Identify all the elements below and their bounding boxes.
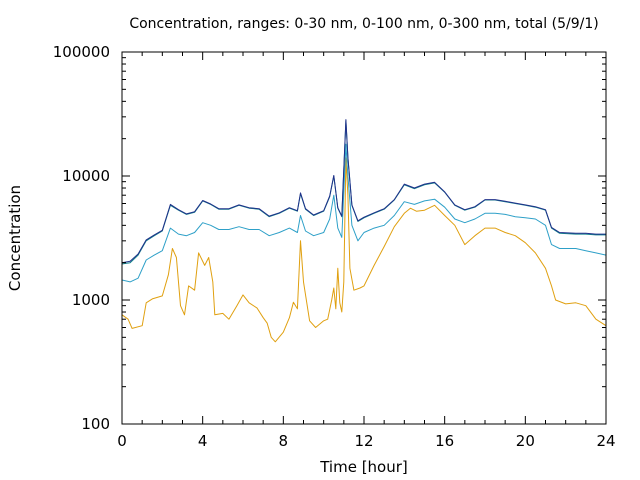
y-axis: 100 1000 10000 100000 xyxy=(53,43,606,433)
series-line-1 xyxy=(121,157,607,343)
x-tick-label: 16 xyxy=(435,432,454,450)
x-axis: 0 4 8 12 16 20 24 xyxy=(117,52,616,450)
x-tick-label: 24 xyxy=(596,432,615,450)
plot-frame xyxy=(121,51,607,425)
series-line-2 xyxy=(121,143,607,283)
x-tick-label: 20 xyxy=(516,432,535,450)
x-tick-label: 8 xyxy=(279,432,289,450)
x-axis-label: Time [hour] xyxy=(319,458,408,476)
x-tick-label: 4 xyxy=(198,432,208,450)
y-tick-label: 10000 xyxy=(62,167,110,185)
series-line-3 xyxy=(121,120,606,265)
x-tick-label: 0 xyxy=(117,432,127,450)
x-tick-label: 12 xyxy=(354,432,373,450)
series-layer xyxy=(121,119,607,343)
chart-title: Concentration, ranges: 0-30 nm, 0-100 nm… xyxy=(129,16,598,32)
series-line-4 xyxy=(121,119,606,264)
y-tick-label: 100 xyxy=(81,415,110,433)
y-axis-label: Concentration xyxy=(6,185,24,291)
y-tick-label: 1000 xyxy=(72,291,110,309)
y-tick-label: 100000 xyxy=(53,43,110,61)
